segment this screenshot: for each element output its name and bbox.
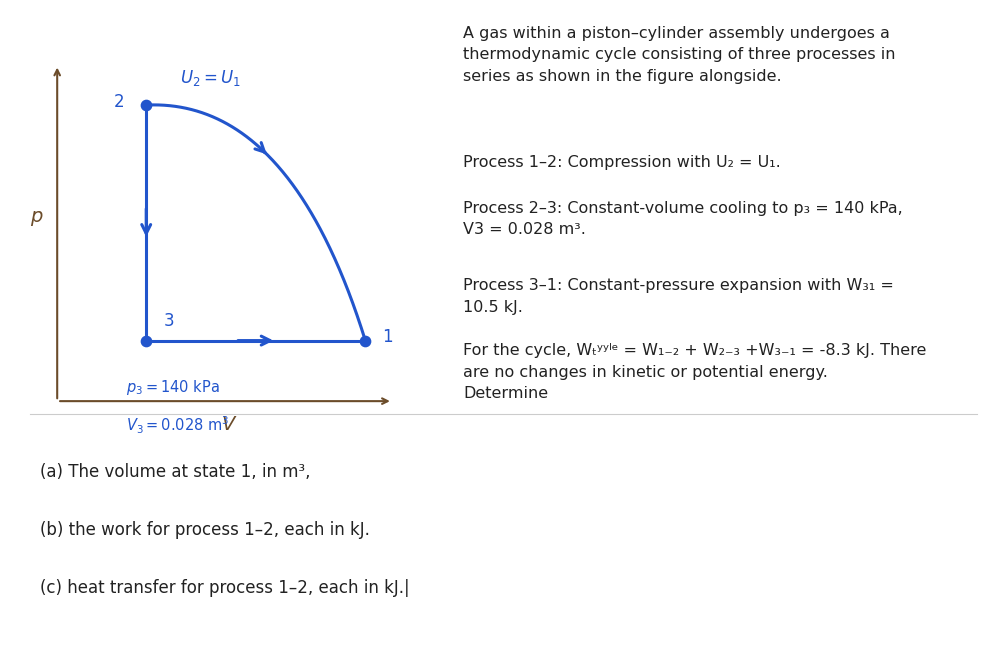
Text: $p_3 = 140$ kPa: $p_3 = 140$ kPa (126, 378, 220, 397)
Text: 1: 1 (383, 328, 393, 346)
Text: V: V (222, 415, 235, 434)
Text: (a) The volume at state 1, in m³,: (a) The volume at state 1, in m³, (40, 463, 311, 481)
Point (138, 335, 154, 345)
Text: (b) the work for process 1–2, each in kJ.: (b) the work for process 1–2, each in kJ… (40, 521, 371, 539)
Text: 3: 3 (163, 313, 174, 331)
Text: $U_2 = U_1$: $U_2 = U_1$ (180, 68, 242, 88)
Text: $V_3 = 0.028$ m$^3$: $V_3 = 0.028$ m$^3$ (126, 415, 230, 436)
Text: (c) heat transfer for process 1–2, each in kJ.|: (c) heat transfer for process 1–2, each … (40, 579, 410, 597)
Text: For the cycle, Wₜʸʸˡᵉ = W₁₋₂ + W₂₋₃ +W₃₋₁ = -8.3 kJ. There
are no changes in kin: For the cycle, Wₜʸʸˡᵉ = W₁₋₂ + W₂₋₃ +W₃₋… (463, 343, 926, 401)
Text: Process 1–2: Compression with U₂ = U₁.: Process 1–2: Compression with U₂ = U₁. (463, 155, 781, 170)
Text: p: p (30, 206, 43, 226)
Point (138, 100, 154, 110)
Text: Process 2–3: Constant-volume cooling to p₃ = 140 kPa,
V3 = 0.028 m³.: Process 2–3: Constant-volume cooling to … (463, 201, 903, 237)
Text: A gas within a piston–cylinder assembly undergoes a
thermodynamic cycle consisti: A gas within a piston–cylinder assembly … (463, 26, 895, 84)
Text: Process 3–1: Constant-pressure expansion with W₃₁ =
10.5 kJ.: Process 3–1: Constant-pressure expansion… (463, 278, 894, 315)
Point (357, 335, 374, 345)
Text: 2: 2 (114, 93, 124, 111)
